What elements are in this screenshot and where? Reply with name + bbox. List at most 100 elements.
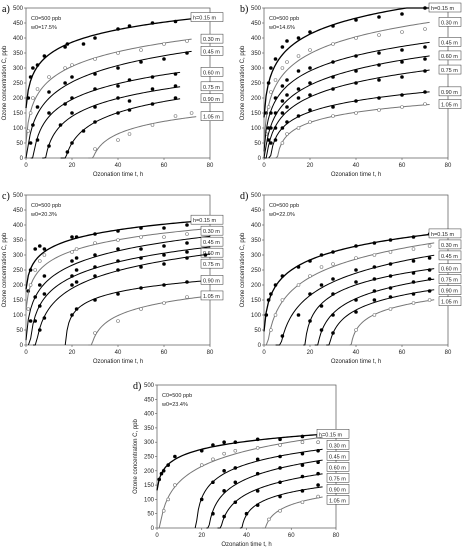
data-point bbox=[222, 489, 226, 493]
data-point bbox=[166, 463, 170, 467]
series-label-box bbox=[326, 495, 350, 505]
data-point bbox=[273, 57, 278, 61]
series-label-box bbox=[438, 37, 462, 47]
data-point bbox=[319, 304, 324, 308]
x-axis-label: Ozonation time t, h bbox=[331, 359, 381, 365]
data-point bbox=[159, 471, 164, 476]
data-point bbox=[26, 129, 31, 133]
data-point bbox=[411, 292, 416, 296]
series-4: 0.60 m bbox=[303, 263, 462, 346]
data-point bbox=[70, 250, 74, 254]
data-point bbox=[372, 253, 377, 257]
data-point bbox=[93, 120, 97, 124]
series-label: 0.90 m bbox=[441, 289, 458, 295]
fit-curve bbox=[263, 7, 430, 118]
fit-curve bbox=[42, 86, 181, 159]
fit-curve bbox=[263, 41, 430, 152]
x-tick-label: 60 bbox=[399, 350, 406, 356]
data-point bbox=[26, 96, 31, 100]
series-7: 1.05 m bbox=[262, 494, 350, 529]
data-point bbox=[233, 466, 238, 470]
data-point bbox=[354, 280, 358, 284]
data-point bbox=[162, 244, 166, 248]
data-point bbox=[173, 454, 177, 459]
data-point bbox=[37, 304, 42, 308]
data-point bbox=[308, 93, 312, 97]
series-4: 0.60 m bbox=[263, 50, 462, 159]
data-point bbox=[273, 111, 278, 115]
data-point bbox=[280, 84, 285, 88]
fit-curve bbox=[157, 436, 323, 529]
data-point bbox=[93, 331, 97, 335]
x-tick-label: 0 bbox=[24, 350, 28, 356]
data-point bbox=[331, 24, 335, 28]
series-label-box bbox=[438, 17, 462, 27]
series-label-box bbox=[438, 285, 462, 295]
fit-curve bbox=[88, 116, 197, 159]
data-point bbox=[150, 102, 155, 106]
data-point bbox=[269, 141, 273, 145]
data-point bbox=[331, 313, 335, 317]
data-point bbox=[354, 54, 358, 58]
data-point bbox=[280, 334, 285, 338]
fit-curve bbox=[88, 295, 211, 346]
data-point bbox=[63, 45, 67, 49]
series-label: 0.45 m bbox=[203, 240, 220, 246]
data-point bbox=[377, 108, 381, 112]
data-point bbox=[199, 497, 204, 502]
series-label-box bbox=[428, 2, 462, 13]
series-label-box bbox=[200, 111, 224, 121]
series-label: 0.30 m bbox=[203, 229, 220, 235]
series-label-box bbox=[200, 247, 224, 258]
series-5: 0.75 m bbox=[42, 81, 224, 159]
data-point bbox=[157, 477, 162, 482]
data-point bbox=[70, 235, 74, 239]
x-tick-label: 80 bbox=[445, 350, 452, 356]
data-point bbox=[185, 232, 189, 236]
data-point bbox=[173, 84, 178, 88]
data-point bbox=[411, 301, 416, 305]
data-point bbox=[316, 483, 320, 487]
chart-panel-4: d) 0 50 100 150 200 250 300 350 400 450 500 0 20 40 60 8… bbox=[240, 191, 462, 365]
data-point bbox=[139, 60, 143, 64]
x-tick-label: 0 bbox=[155, 533, 159, 539]
data-point bbox=[278, 454, 282, 459]
series-label: 0.60 m bbox=[441, 267, 458, 273]
y-tick-label: 350 bbox=[251, 238, 262, 244]
data-point bbox=[70, 141, 74, 145]
fit-curve bbox=[156, 433, 323, 491]
y-tick-label: 300 bbox=[13, 253, 24, 259]
data-point bbox=[308, 108, 312, 112]
data-point bbox=[222, 440, 226, 445]
x-tick-label: 20 bbox=[69, 350, 76, 356]
data-point bbox=[300, 463, 305, 467]
data-point bbox=[423, 6, 427, 10]
data-point bbox=[273, 78, 278, 82]
fit-curve bbox=[60, 98, 181, 159]
data-point bbox=[319, 265, 324, 269]
data-point bbox=[331, 105, 335, 109]
y-tick-label: 50 bbox=[16, 328, 23, 334]
condition-moisture: w0=14.6% bbox=[268, 25, 295, 31]
data-point bbox=[116, 96, 120, 100]
data-point bbox=[354, 99, 358, 103]
data-point bbox=[139, 48, 143, 52]
chart-panel-3: c) 0 50 100 150 200 250 300 350 400 450 500 0 20 40 60 8… bbox=[2, 191, 224, 365]
data-point bbox=[93, 72, 97, 76]
data-point bbox=[28, 283, 33, 287]
data-point bbox=[255, 446, 260, 450]
data-point bbox=[81, 129, 86, 133]
y-axis-label: Ozone concentration C, ppb bbox=[133, 418, 139, 493]
data-point bbox=[411, 235, 416, 239]
x-tick-label: 20 bbox=[198, 533, 205, 539]
series-label: 0.60 m bbox=[441, 54, 458, 60]
data-point bbox=[37, 244, 42, 248]
series-4: 0.60 m bbox=[30, 67, 224, 159]
series-3: 0.45 m bbox=[25, 46, 224, 159]
data-point bbox=[93, 265, 97, 269]
data-point bbox=[255, 471, 260, 476]
series-label-box bbox=[200, 67, 224, 77]
y-tick-label: 300 bbox=[13, 66, 24, 72]
data-point bbox=[139, 307, 143, 311]
y-tick-label: 450 bbox=[13, 208, 24, 214]
